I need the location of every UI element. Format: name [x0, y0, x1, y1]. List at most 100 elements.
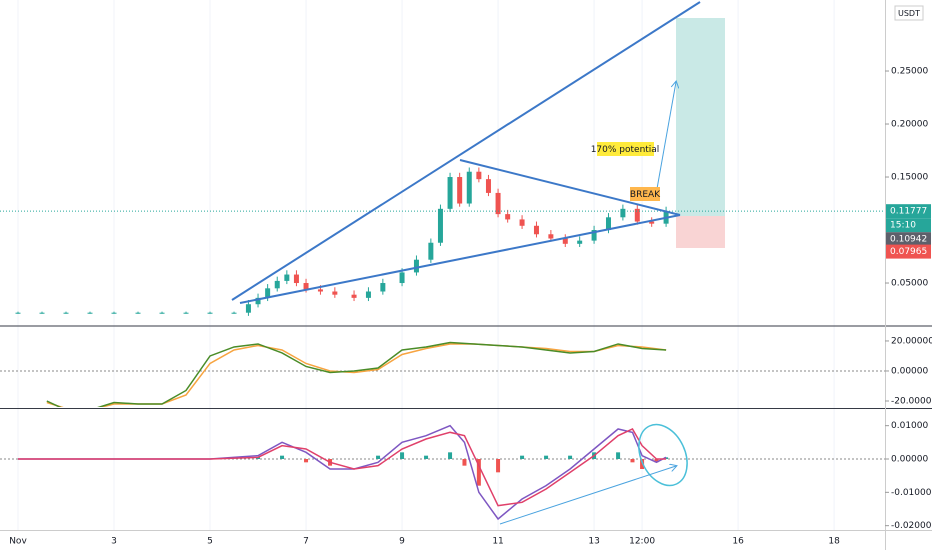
last-price-tag-box	[886, 204, 931, 219]
y-tick-label: 0.20000	[891, 120, 928, 130]
candle-body	[255, 297, 261, 305]
last-price-tag: 0.11777	[890, 207, 927, 217]
x-tick-label: 7	[303, 537, 309, 547]
y-tick-label: 0.01000	[891, 421, 928, 431]
candle-body	[634, 208, 640, 222]
countdown-tag-box	[886, 218, 931, 233]
candle-body	[332, 291, 338, 295]
entry-price-tag-box	[886, 232, 931, 247]
ellipse-drawing[interactable]	[630, 417, 697, 494]
annotation: 170% potential	[591, 145, 660, 155]
entry-price-tag: 0.10942	[890, 235, 927, 245]
y-tick-label: -20.00000	[891, 396, 932, 406]
annotation-box	[630, 187, 660, 201]
candle-body	[87, 312, 93, 314]
candle-body	[437, 208, 443, 243]
candle-body	[457, 177, 463, 204]
candle-body	[245, 304, 251, 313]
y-tick-label: 0.15000	[891, 173, 928, 183]
histogram-bar	[304, 459, 309, 463]
x-tick-label: 9	[399, 537, 405, 547]
candle-body	[380, 283, 386, 292]
candle-body	[495, 192, 501, 215]
histogram-bar	[496, 459, 501, 473]
x-tick-label: 12:00	[629, 537, 655, 547]
candle-body	[476, 171, 482, 180]
histogram-bar	[616, 452, 621, 459]
candle-body	[135, 312, 141, 314]
candle-body	[577, 240, 583, 244]
candle-body	[317, 289, 323, 292]
histogram-bar	[544, 455, 549, 459]
x-tick-label: 3	[111, 537, 117, 547]
candle-body	[207, 312, 213, 314]
candle-body	[111, 312, 117, 314]
currency: USDT	[898, 9, 920, 18]
candle-body	[413, 259, 419, 273]
indicator-line	[18, 428, 667, 507]
annotation: BREAK	[630, 190, 661, 200]
histogram-bar	[462, 459, 467, 466]
candle-body	[231, 312, 237, 314]
drawings	[231, 1, 701, 304]
histogram-bar	[520, 455, 525, 459]
histogram-bar	[476, 459, 481, 486]
stop-price-tag-box	[886, 244, 931, 259]
candle-body	[303, 283, 309, 290]
candle-body	[15, 312, 21, 314]
y-tick-label: 20.00000	[891, 336, 932, 346]
candle-body	[428, 242, 434, 260]
candle-body	[591, 230, 597, 241]
histogram-bar	[654, 459, 659, 463]
panel-plot	[0, 424, 885, 521]
candle-body	[293, 274, 299, 284]
arrow[interactable]	[499, 466, 676, 525]
histogram-bar	[640, 459, 645, 469]
trend-line[interactable]	[231, 1, 701, 301]
loss-zone[interactable]	[676, 216, 725, 248]
x-tick-label: 11	[492, 537, 503, 547]
histogram-bar	[280, 455, 285, 459]
y-tick-label: 0.00000	[891, 455, 928, 465]
candle-body	[39, 312, 45, 314]
arrow[interactable]	[654, 82, 676, 201]
candle-body	[620, 208, 626, 218]
trend-line[interactable]	[459, 159, 681, 216]
x-tick-label: 5	[207, 537, 213, 547]
trend-line[interactable]	[239, 214, 681, 304]
candle-body	[365, 291, 371, 298]
profit-zone[interactable]	[676, 18, 725, 216]
candle-body	[159, 312, 165, 314]
currency-box[interactable]	[894, 5, 924, 21]
stop-price-tag: 0.07965	[890, 247, 927, 257]
y-tick-label: 0.05000	[891, 279, 928, 289]
histogram-bar	[424, 455, 429, 459]
candle-body	[183, 312, 189, 314]
candle-body	[63, 312, 69, 314]
candle-body	[548, 234, 554, 239]
candle-body	[649, 221, 655, 224]
y-tick-label: 0.00000	[891, 366, 928, 376]
candle-body	[519, 219, 525, 226]
countdown-tag: 15:10	[890, 221, 916, 231]
panel-plot	[0, 341, 885, 407]
candle-body	[533, 225, 539, 235]
histogram-bar	[376, 455, 381, 459]
candle-body	[265, 288, 271, 298]
candle-body	[274, 280, 280, 289]
candle-body	[447, 177, 453, 209]
histogram-bar	[568, 455, 573, 459]
candle-body	[351, 294, 357, 298]
x-tick-label: 13	[588, 537, 599, 547]
candle-body	[605, 217, 611, 231]
x-tick-label: Nov	[9, 537, 27, 547]
histogram-bar	[256, 457, 261, 459]
indicator-line	[46, 341, 667, 407]
y-tick-label: -0.01000	[891, 488, 932, 498]
candle-body	[399, 272, 405, 284]
candle-body	[562, 238, 568, 244]
candle-body	[466, 171, 472, 204]
histogram-bar	[400, 452, 405, 459]
y-tick-label: -0.02000	[891, 521, 932, 531]
